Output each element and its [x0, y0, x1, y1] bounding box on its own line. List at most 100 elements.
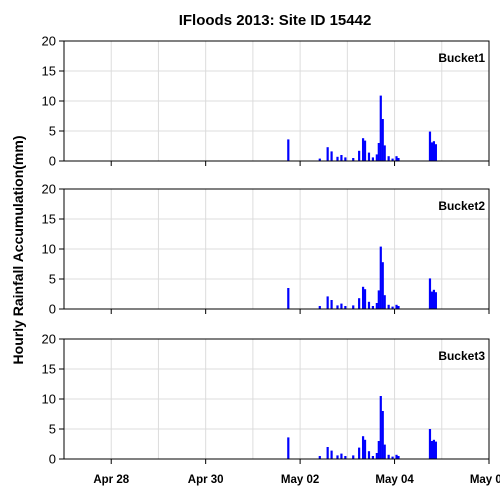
rainfall-bar: [352, 305, 355, 309]
y-tick-label: 15: [42, 212, 56, 227]
y-tick-label: 10: [42, 94, 56, 109]
rainfall-bar: [430, 441, 434, 459]
y-tick-label: 20: [42, 332, 56, 347]
rainfall-bar: [387, 454, 390, 459]
rainfall-bar: [287, 437, 290, 459]
rainfall-bar: [361, 436, 365, 459]
rainfall-bar: [377, 290, 380, 309]
rainfall-bar: [391, 456, 394, 459]
y-tick-label: 5: [49, 272, 56, 287]
rainfall-bar: [326, 296, 329, 309]
rainfall-bar: [371, 456, 375, 459]
rainfall-bar: [358, 298, 361, 309]
rainfall-bar: [336, 455, 339, 459]
rainfall-bar: [361, 138, 365, 161]
y-tick-label: 10: [42, 242, 56, 257]
rainfall-bar: [344, 456, 347, 459]
rainfall-bar: [375, 453, 378, 459]
rainfall-bar: [344, 306, 347, 309]
rainfall-bar: [318, 158, 321, 161]
rainfall-bar: [379, 396, 382, 459]
rainfall-bar: [367, 152, 371, 161]
panel-label: Bucket2: [438, 199, 485, 213]
rainfall-bar: [361, 286, 365, 309]
panels-group: 0 5 10 15 20 Bucket1 0 5 10 15 20 Bucket2 0 5 10 15 20 Bu…: [42, 34, 490, 467]
rainfall-bar: [383, 295, 386, 309]
rainfall-bar: [352, 158, 355, 161]
y-tick-label: 5: [49, 124, 56, 139]
rainfall-bar: [326, 447, 329, 459]
rainfall-bar: [379, 95, 382, 161]
rainfall-bar: [428, 131, 432, 161]
rainfall-bar: [430, 291, 434, 309]
rainfall-bar: [432, 141, 436, 161]
rainfall-bar: [395, 156, 398, 161]
y-tick-label: 20: [42, 34, 56, 49]
rainfall-bar: [352, 455, 355, 459]
rainfall-bar: [377, 441, 380, 459]
rainfall-bar: [375, 154, 378, 161]
y-tick-label: 15: [42, 64, 56, 79]
rainfall-bar: [375, 303, 378, 309]
rainfall-bar: [287, 288, 290, 309]
panel-label: Bucket3: [438, 349, 485, 363]
rainfall-bar: [397, 158, 400, 161]
y-tick-label: 0: [49, 154, 56, 169]
rainfall-bar: [318, 456, 321, 459]
rainfall-bar: [383, 145, 386, 161]
rainfall-bar: [381, 411, 384, 459]
y-tick-label: 15: [42, 362, 56, 377]
rainfall-bar: [428, 429, 432, 459]
x-tick-label: May 04: [375, 474, 414, 486]
rainfall-bar: [381, 119, 384, 161]
y-tick-label: 5: [49, 422, 56, 437]
rainfall-bar: [336, 305, 339, 309]
panel-2: 0 5 10 15 20 Bucket2: [42, 182, 490, 317]
rainfall-bar: [340, 453, 343, 459]
rainfall-bar: [336, 156, 339, 161]
rainfall-bar: [287, 139, 290, 161]
rainfall-bar: [434, 144, 437, 161]
rainfall-bar: [434, 441, 437, 459]
rainfall-bar: [367, 451, 371, 459]
y-tick-label: 0: [49, 302, 56, 317]
rainfall-bar: [363, 439, 367, 459]
x-tick-labels: Apr 28 Apr 30 May 02 May 04 May 06: [93, 474, 500, 486]
panel-frame: [63, 40, 490, 162]
y-tick-label: 0: [49, 452, 56, 467]
rainfall-bar: [367, 301, 371, 309]
rainfall-bar: [428, 278, 432, 309]
rainfall-bar: [391, 158, 394, 161]
rainfall-bar: [430, 142, 434, 161]
rainfall-bar: [330, 151, 333, 161]
x-tick-label: May 02: [281, 474, 319, 486]
rainfall-bar: [363, 140, 367, 161]
rainfall-bar: [387, 156, 390, 161]
rainfall-bar: [387, 304, 390, 309]
panel-frame: [63, 188, 490, 310]
rainfall-bar: [326, 147, 329, 161]
rainfall-bar: [383, 444, 386, 459]
rainfall-bar: [434, 292, 437, 309]
rainfall-bar: [377, 143, 380, 161]
rainfall-bar: [358, 447, 361, 459]
rainfall-bar: [395, 304, 398, 309]
chart-title: IFloods 2013: Site ID 15442: [179, 12, 372, 29]
rainfall-bar: [318, 306, 321, 309]
rainfall-bar: [397, 306, 400, 309]
y-axis-label: Hourly Rainfall Accumulation(mm): [10, 136, 26, 365]
rainfall-bar: [340, 155, 343, 161]
rainfall-bar: [363, 289, 367, 309]
rainfall-bar: [391, 306, 394, 309]
panel-label: Bucket1: [438, 51, 485, 65]
rainfall-bar: [379, 246, 382, 309]
rainfall-bar: [330, 450, 333, 459]
rainfall-bar: [330, 300, 333, 309]
rainfall-bar: [371, 157, 375, 161]
rainfall-bar: [371, 306, 375, 309]
x-tick-label: Apr 30: [188, 474, 224, 486]
x-tick-label: Apr 28: [93, 474, 129, 486]
rainfall-bar: [432, 439, 436, 459]
rainfall-bar: [358, 150, 361, 161]
